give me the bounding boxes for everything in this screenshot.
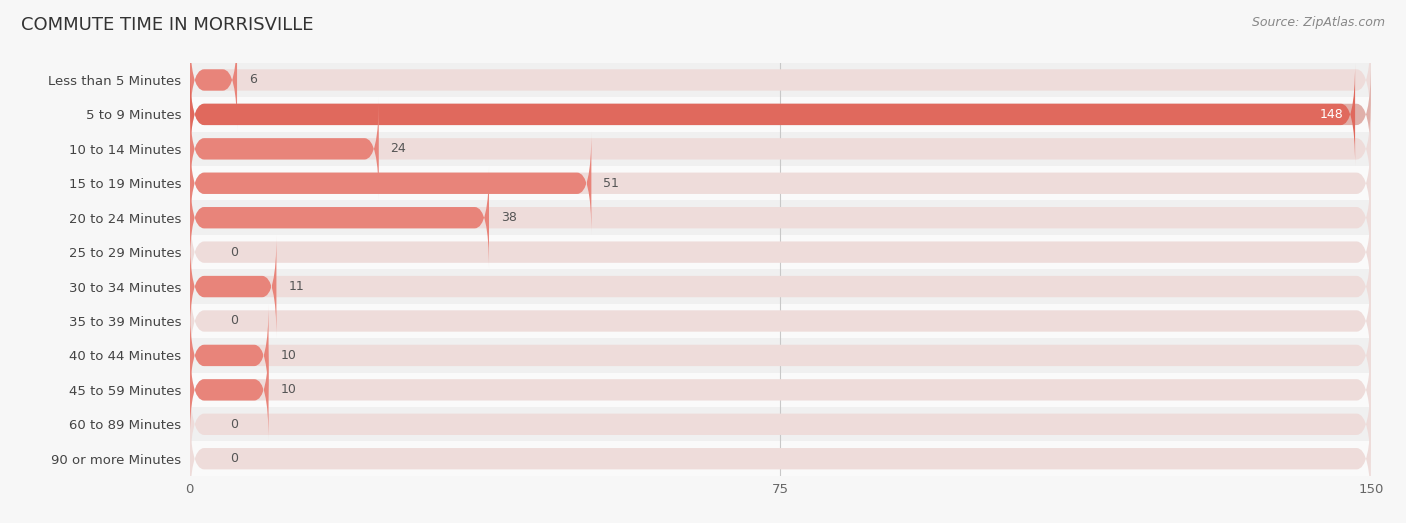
FancyBboxPatch shape: [190, 29, 238, 131]
FancyBboxPatch shape: [190, 201, 1371, 303]
Text: 0: 0: [231, 418, 238, 431]
Bar: [190, 97, 1371, 132]
Text: Source: ZipAtlas.com: Source: ZipAtlas.com: [1251, 16, 1385, 29]
Text: 24: 24: [391, 142, 406, 155]
Bar: [190, 235, 1371, 269]
Bar: [190, 338, 1371, 372]
Text: 11: 11: [288, 280, 304, 293]
Bar: [190, 441, 1371, 476]
Text: 0: 0: [231, 246, 238, 259]
Text: 10: 10: [280, 383, 297, 396]
Text: 38: 38: [501, 211, 516, 224]
FancyBboxPatch shape: [190, 338, 269, 441]
Bar: [190, 132, 1371, 166]
FancyBboxPatch shape: [190, 304, 1371, 407]
Text: 0: 0: [231, 452, 238, 465]
FancyBboxPatch shape: [190, 132, 592, 235]
Bar: [190, 269, 1371, 304]
FancyBboxPatch shape: [190, 63, 1355, 166]
FancyBboxPatch shape: [190, 235, 277, 338]
Bar: [190, 200, 1371, 235]
FancyBboxPatch shape: [190, 304, 269, 407]
Bar: [190, 372, 1371, 407]
Bar: [190, 166, 1371, 200]
FancyBboxPatch shape: [190, 338, 1371, 441]
FancyBboxPatch shape: [190, 235, 1371, 338]
Text: 51: 51: [603, 177, 619, 190]
FancyBboxPatch shape: [190, 29, 1371, 131]
Bar: [190, 407, 1371, 441]
FancyBboxPatch shape: [190, 97, 1371, 200]
FancyBboxPatch shape: [190, 270, 1371, 372]
Text: 0: 0: [231, 314, 238, 327]
FancyBboxPatch shape: [190, 166, 1371, 269]
FancyBboxPatch shape: [190, 97, 378, 200]
FancyBboxPatch shape: [190, 407, 1371, 510]
Bar: [190, 63, 1371, 97]
Text: COMMUTE TIME IN MORRISVILLE: COMMUTE TIME IN MORRISVILLE: [21, 16, 314, 33]
Text: 6: 6: [249, 73, 257, 86]
Text: 10: 10: [280, 349, 297, 362]
FancyBboxPatch shape: [190, 373, 1371, 475]
FancyBboxPatch shape: [190, 63, 1371, 166]
Text: 148: 148: [1320, 108, 1343, 121]
FancyBboxPatch shape: [190, 132, 1371, 235]
FancyBboxPatch shape: [190, 166, 489, 269]
Bar: [190, 304, 1371, 338]
